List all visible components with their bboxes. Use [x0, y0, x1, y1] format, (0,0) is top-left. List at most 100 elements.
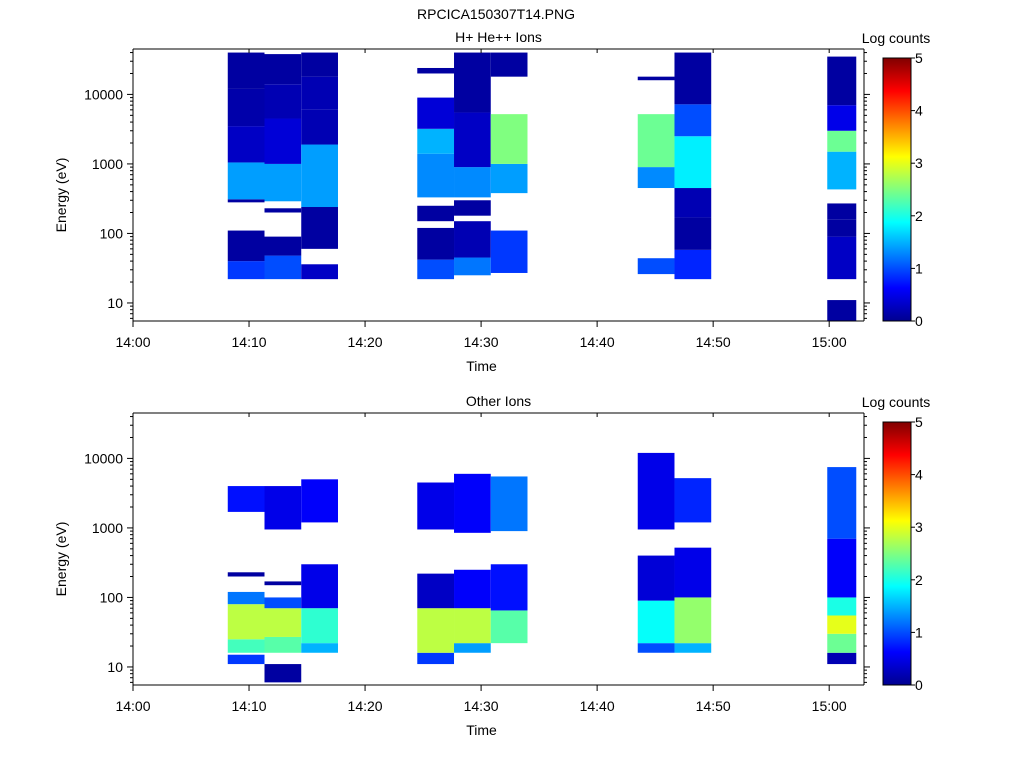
heatmap-cell — [454, 257, 491, 276]
panel-title: H+ He++ Ions — [455, 29, 542, 45]
x-tick-label: 14:10 — [232, 698, 267, 714]
heatmap-cell — [454, 608, 491, 644]
heatmap-cell — [264, 163, 302, 202]
heatmap-cell — [490, 610, 528, 644]
colorbar-label: Log counts — [862, 30, 931, 46]
heatmap-cell — [301, 109, 338, 145]
colorbar-tick-label: 2 — [915, 208, 923, 224]
heatmap-cell — [637, 643, 675, 653]
heatmap-cell — [264, 597, 302, 609]
heatmap-cell — [417, 259, 455, 280]
colorbar-tick-label: 5 — [915, 50, 923, 66]
colorbar-tick-label: 4 — [915, 103, 923, 119]
heatmap-cell — [417, 153, 455, 198]
heatmap-cell — [674, 136, 712, 189]
heatmap-cell — [417, 128, 455, 154]
colorbar — [882, 57, 912, 322]
colorbar-tick-label: 2 — [915, 572, 923, 588]
heatmap-cell — [827, 597, 857, 616]
y-tick-label: 100 — [100, 225, 124, 241]
heatmap-cell — [264, 581, 302, 586]
heatmap-cell — [674, 104, 712, 137]
heatmap-cell — [264, 118, 302, 164]
heatmap-cell — [301, 608, 338, 644]
heatmap-cell — [301, 52, 338, 77]
heatmap-cell — [417, 573, 455, 609]
heatmap-cell — [264, 636, 302, 653]
heatmap-cell — [301, 479, 338, 523]
heatmap-cell — [454, 221, 491, 258]
heatmap-cell — [417, 205, 455, 222]
x-tick-label: 15:00 — [812, 698, 847, 714]
heatmap-cell — [301, 564, 338, 609]
x-axis-label: Time — [466, 722, 497, 738]
heatmap-cell — [827, 219, 857, 237]
heatmap-cell — [301, 76, 338, 110]
heatmap-cell — [637, 76, 675, 81]
y-tick-label: 100 — [100, 589, 124, 605]
y-tick-label: 10 — [107, 295, 123, 311]
y-tick-label: 1000 — [92, 156, 123, 172]
heatmap-cell — [637, 167, 675, 189]
heatmap-cell — [637, 258, 675, 275]
heatmap-cell — [637, 114, 675, 168]
heatmap-cell — [637, 600, 675, 644]
heatmap-cell — [827, 467, 857, 539]
x-tick-label: 14:10 — [232, 334, 267, 350]
heatmap-cell — [490, 114, 528, 164]
x-tick-label: 14:50 — [696, 334, 731, 350]
heatmap-cell — [490, 52, 528, 77]
y-axis-label: Energy (eV) — [53, 522, 69, 597]
heatmap-cell — [301, 144, 338, 207]
heatmap-cell — [227, 230, 265, 262]
heatmap-cell — [674, 478, 712, 523]
colorbar-tick-label: 3 — [915, 519, 923, 535]
heatmap-cell — [264, 84, 302, 119]
heatmap-cells — [227, 52, 857, 321]
heatmap-cell — [227, 88, 265, 127]
heatmap-cell — [827, 538, 857, 598]
heatmap-cell — [227, 162, 265, 200]
heatmap-cell — [301, 207, 338, 249]
heatmap-cell — [490, 163, 528, 194]
x-tick-label: 14:00 — [115, 698, 150, 714]
heatmap-cell — [827, 633, 857, 653]
panel-other-ions: Other Ions 14:00 14:10 14:20 14:30 14:40 14:50… — [53, 393, 930, 738]
heatmap-cell — [827, 652, 857, 665]
heatmap-cell — [454, 112, 491, 168]
heatmap-cell — [674, 217, 712, 250]
x-tick-label: 14:00 — [115, 334, 150, 350]
heatmap-cell — [827, 203, 857, 220]
heatmap-cell — [264, 54, 302, 85]
heatmap-cell — [827, 236, 857, 280]
heatmap-cell — [227, 572, 265, 577]
heatmap-cell — [227, 639, 265, 653]
heatmap-cell — [417, 227, 455, 260]
heatmap-cell — [827, 151, 857, 190]
x-tick-label: 14:50 — [696, 698, 731, 714]
x-tick-label: 14:30 — [464, 698, 499, 714]
colorbar-tick-label: 4 — [915, 467, 923, 483]
heatmap-cell — [227, 126, 265, 163]
x-tick-label: 14:40 — [580, 334, 615, 350]
colorbar-label: Log counts — [862, 394, 931, 410]
colorbar-tick-label: 0 — [915, 677, 923, 693]
heatmap-cell — [490, 230, 528, 273]
heatmap-cell — [417, 97, 455, 129]
colorbar-tick-label: 3 — [915, 155, 923, 171]
heatmap-cell — [827, 105, 857, 131]
x-axis-label: Time — [466, 358, 497, 374]
x-tick-label: 14:40 — [580, 698, 615, 714]
heatmap-cell — [674, 597, 712, 644]
heatmap-cell — [417, 67, 455, 74]
heatmap-cell — [264, 208, 302, 213]
heatmap-cell — [827, 56, 857, 106]
panel-title: Other Ions — [466, 393, 531, 409]
heatmap-cell — [227, 199, 265, 203]
heatmap-cell — [417, 482, 455, 530]
heatmap-cell — [454, 167, 491, 198]
y-tick-label: 1000 — [92, 520, 123, 536]
heatmap-cell — [454, 200, 491, 216]
heatmap-cell — [674, 52, 712, 105]
